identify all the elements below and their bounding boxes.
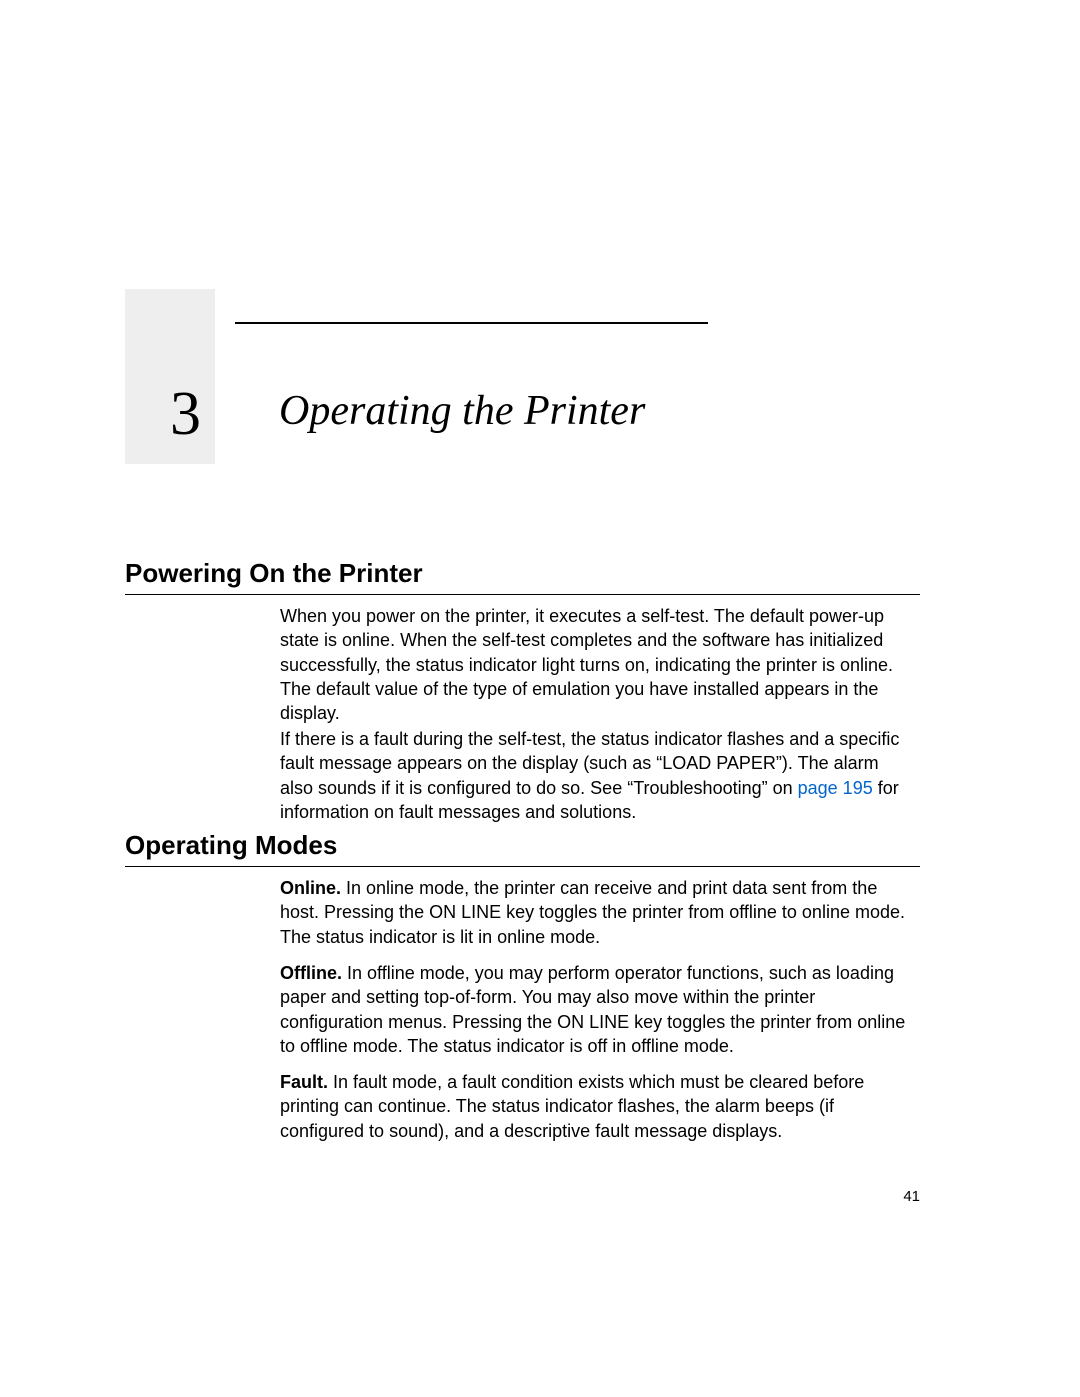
body-paragraph: Offline. In offline mode, you may perfor… xyxy=(280,961,910,1058)
page-link[interactable]: page 195 xyxy=(798,778,873,798)
mode-label-fault: Fault. xyxy=(280,1072,328,1092)
chapter-header-row: 3 Operating the Printer xyxy=(125,289,920,464)
mode-label-offline: Offline. xyxy=(280,963,342,983)
section-heading-powering-on: Powering On the Printer xyxy=(125,558,920,595)
chapter-number-box: 3 xyxy=(125,289,215,464)
chapter-rule xyxy=(235,322,708,324)
page-number: 41 xyxy=(903,1188,920,1205)
body-text: In offline mode, you may perform operato… xyxy=(280,963,905,1056)
body-paragraph: When you power on the printer, it execut… xyxy=(280,604,910,725)
body-text: In online mode, the printer can receive … xyxy=(280,878,905,947)
chapter-number: 3 xyxy=(170,379,201,450)
page: 3 Operating the Printer Powering On the … xyxy=(0,0,1080,1397)
chapter-title: Operating the Printer xyxy=(279,387,920,435)
body-paragraph: If there is a fault during the self-test… xyxy=(280,727,910,824)
chapter-title-area: Operating the Printer xyxy=(215,289,920,464)
body-text: In fault mode, a fault condition exists … xyxy=(280,1072,864,1141)
section-heading-operating-modes: Operating Modes xyxy=(125,830,920,867)
body-paragraph: Fault. In fault mode, a fault condition … xyxy=(280,1070,910,1143)
body-paragraph: Online. In online mode, the printer can … xyxy=(280,876,910,949)
mode-label-online: Online. xyxy=(280,878,341,898)
